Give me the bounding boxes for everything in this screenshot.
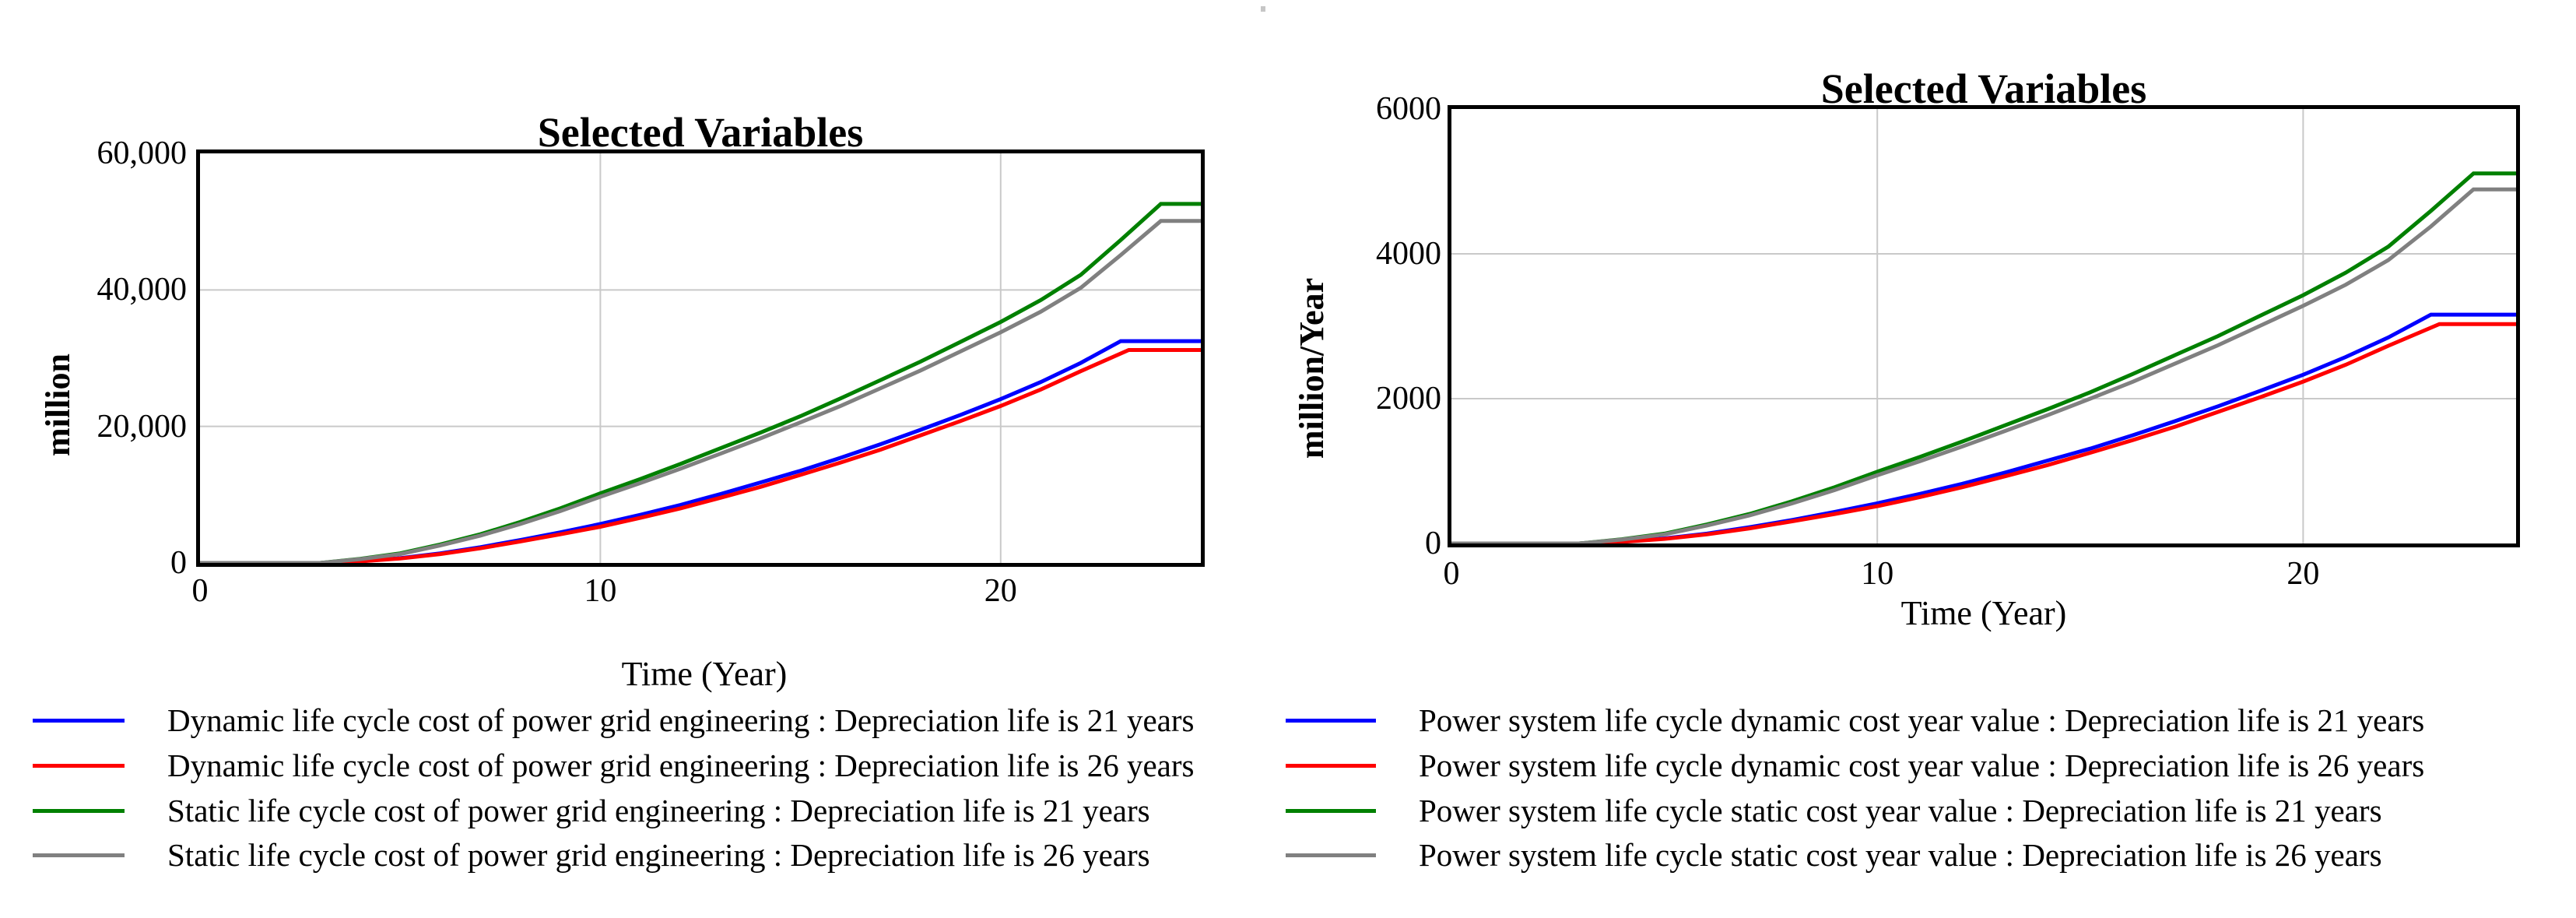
- legend-label: Power system life cycle dynamic cost yea…: [1419, 702, 2425, 738]
- series-line: [1451, 187, 2516, 543]
- legend-swatch: [1286, 719, 1376, 723]
- series-line: [200, 348, 1201, 563]
- x-tick-label: 0: [191, 573, 209, 609]
- x-axis-title: Time (Year): [1900, 594, 2067, 632]
- stray-mark: [1261, 6, 1265, 12]
- legend-swatch: [1286, 853, 1376, 857]
- legend-label: Static life cycle cost of power grid eng…: [167, 793, 1150, 828]
- y-tick-label: 40,000: [97, 272, 188, 308]
- x-tick-label: 0: [1443, 556, 1460, 592]
- series-line: [200, 219, 1201, 563]
- y-tick-label: 2000: [1376, 381, 1441, 417]
- chart-title: Selected Variables: [1820, 65, 2147, 112]
- legend-swatch: [33, 764, 125, 768]
- series-line: [1451, 312, 2516, 543]
- legend-label: Dynamic life cycle cost of power grid en…: [167, 702, 1195, 738]
- y-tick-label: 0: [1425, 526, 1441, 561]
- x-tick-label: 20: [984, 573, 1017, 609]
- y-tick-label: 60,000: [97, 135, 188, 171]
- x-tick-label: 20: [2286, 556, 2320, 592]
- x-tick-label: 10: [1861, 556, 1894, 592]
- series-line: [200, 339, 1201, 563]
- legend-label: Power system life cycle static cost year…: [1419, 837, 2382, 873]
- legend-swatch: [33, 809, 125, 813]
- y-tick-label: 20,000: [97, 408, 188, 445]
- chart-title: Selected Variables: [537, 108, 864, 156]
- legend-label: Power system life cycle static cost year…: [1419, 793, 2382, 828]
- legend-label: Power system life cycle dynamic cost yea…: [1419, 747, 2425, 783]
- x-axis-title: Time (Year): [621, 655, 788, 693]
- plot-frame: [196, 149, 1205, 567]
- legend-swatch: [1286, 809, 1376, 813]
- series-line: [1451, 322, 2516, 543]
- legend-label: Dynamic life cycle cost of power grid en…: [167, 747, 1195, 783]
- y-tick-label: 6000: [1376, 91, 1441, 127]
- x-tick-label: 10: [584, 573, 617, 609]
- plot-frame: [1448, 105, 2520, 547]
- legend-label: Static life cycle cost of power grid eng…: [167, 837, 1150, 873]
- y-tick-label: 0: [170, 545, 187, 581]
- legend-swatch: [33, 719, 125, 723]
- legend-swatch: [33, 853, 125, 857]
- plot-area: [1451, 109, 2516, 543]
- plot-area: [200, 153, 1201, 563]
- legend-swatch: [1286, 764, 1376, 768]
- y-tick-label: 4000: [1376, 236, 1441, 272]
